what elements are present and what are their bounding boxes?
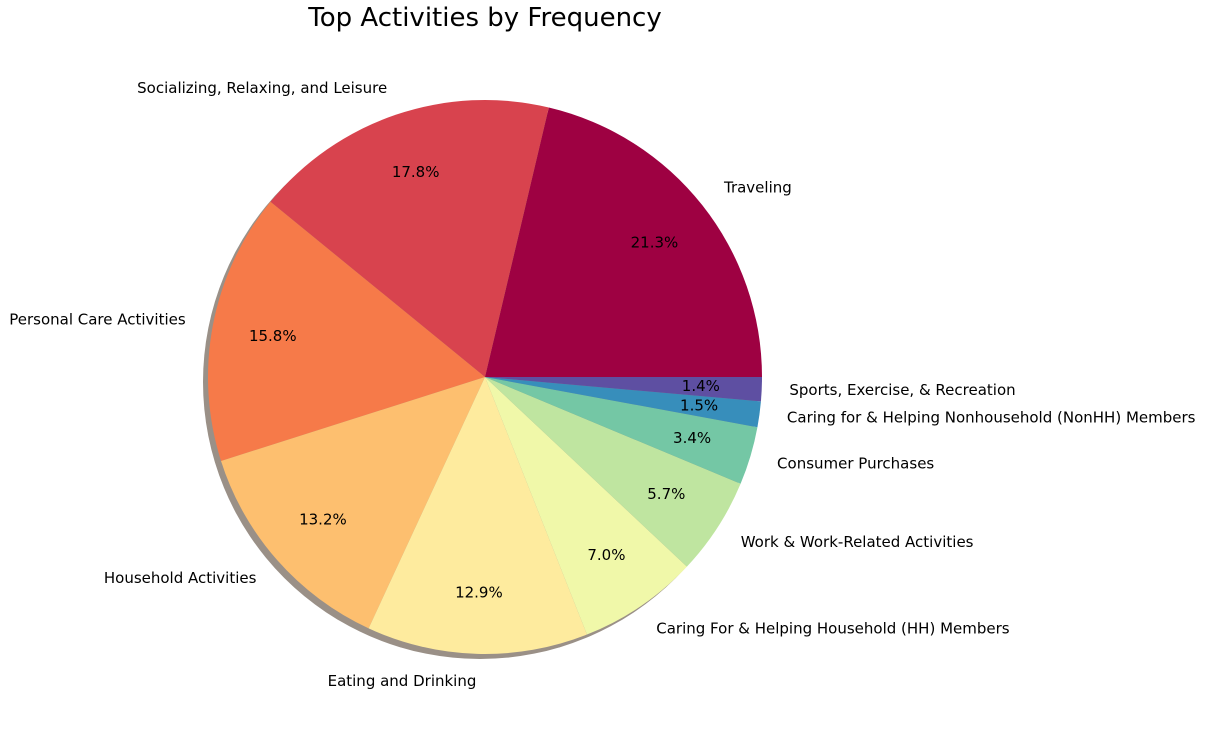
value-label-traveling: 21.3% [631, 233, 679, 251]
pie-slice-eating-and-drinking [368, 377, 587, 654]
pie-slice-consumer-purchases [485, 377, 758, 484]
pie-slice-caring-for-helping-household-hh-members [485, 377, 687, 635]
category-label-caring-for-helping-household-hh-members: Caring For & Helping Household (HH) Memb… [656, 620, 1010, 638]
category-label-eating-and-drinking: Eating and Drinking [328, 672, 477, 690]
category-label-work-work-related-activities: Work & Work-Related Activities [741, 533, 974, 551]
category-label-personal-care-activities: Personal Care Activities [9, 310, 186, 328]
pie-slice-personal-care-activities [208, 201, 485, 461]
pie-slice-socializing-relaxing-and-leisure [270, 99, 549, 377]
pie-slice-household-activities [221, 377, 485, 629]
category-label-household-activities: Household Activities [104, 569, 257, 587]
category-label-socializing-relaxing-and-leisure: Socializing, Relaxing, and Leisure [137, 79, 387, 97]
pie-slice-caring-for-helping-nonhousehold-nonhh-members [485, 377, 761, 428]
pie-slices [208, 99, 762, 654]
value-label-personal-care-activities: 15.8% [249, 327, 297, 345]
value-label-caring-for-helping-household-hh-members: 7.0% [587, 546, 625, 564]
pie-slice-sports-exercise-recreation [485, 377, 762, 402]
value-label-caring-for-helping-nonhousehold-nonhh-members: 1.5% [680, 397, 718, 415]
value-label-work-work-related-activities: 5.7% [647, 485, 685, 503]
category-label-consumer-purchases: Consumer Purchases [777, 454, 934, 472]
pie-slice-traveling [485, 107, 762, 377]
chart-title: Top Activities by Frequency [307, 3, 662, 33]
pie-slice-work-work-related-activities [485, 377, 741, 567]
value-label-consumer-purchases: 3.4% [673, 429, 711, 447]
category-label-traveling: Traveling [723, 178, 792, 196]
value-label-socializing-relaxing-and-leisure: 17.8% [392, 163, 440, 181]
value-label-sports-exercise-recreation: 1.4% [682, 377, 720, 395]
value-label-eating-and-drinking: 12.9% [455, 583, 503, 601]
category-label-caring-for-helping-nonhousehold-nonhh-members: Caring for & Helping Nonhousehold (NonHH… [787, 409, 1196, 427]
pie-labels: Traveling 21.3% Socializing, Relaxing, and… [9, 79, 1195, 690]
category-label-sports-exercise-recreation: Sports, Exercise, & Recreation [789, 381, 1015, 399]
value-label-household-activities: 13.2% [299, 510, 347, 528]
